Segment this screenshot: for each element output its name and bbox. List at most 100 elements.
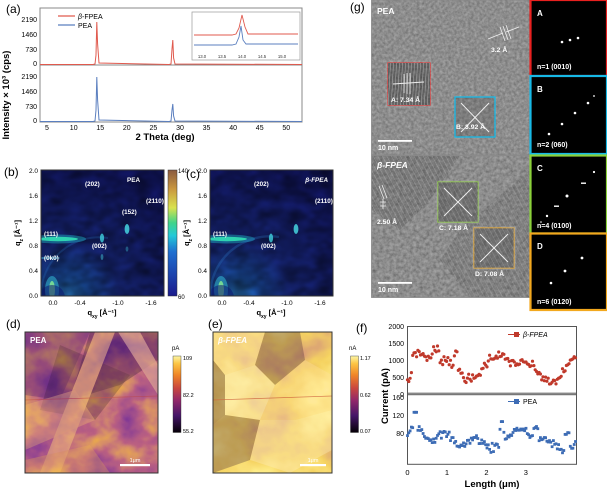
svg-text:730: 730 (25, 104, 37, 111)
svg-text:1460: 1460 (21, 89, 37, 96)
svg-text:PEA: PEA (78, 23, 92, 30)
svg-text:(g): (g) (350, 0, 365, 14)
svg-text:15.0: 15.0 (278, 54, 287, 59)
svg-text:0.4: 0.4 (198, 268, 207, 275)
svg-text:2 Theta (deg): 2 Theta (deg) (135, 132, 194, 143)
svg-text:14.0: 14.0 (238, 54, 247, 59)
svg-text:0.8: 0.8 (198, 243, 207, 250)
svg-text:2: 2 (484, 468, 488, 477)
svg-text:(e): (e) (208, 317, 223, 331)
svg-text:β-FPEA: β-FPEA (77, 14, 103, 21)
svg-text:β-FPEA: β-FPEA (304, 177, 328, 184)
svg-text:n=4 (0100): n=4 (0100) (537, 223, 571, 230)
svg-text:10 nm: 10 nm (378, 287, 398, 294)
svg-text:(a): (a) (6, 2, 21, 16)
svg-text:(002): (002) (261, 243, 276, 250)
svg-text:2190: 2190 (21, 74, 37, 81)
svg-text:B: 3.92 Å: B: 3.92 Å (456, 122, 485, 131)
svg-text:1500: 1500 (388, 341, 404, 348)
svg-text:0: 0 (33, 61, 37, 68)
svg-text:Length (μm): Length (μm) (465, 479, 520, 490)
svg-text:C: C (537, 164, 543, 173)
svg-text:PEA: PEA (377, 6, 394, 16)
svg-text:1μm: 1μm (130, 458, 141, 464)
svg-text:(111): (111) (44, 231, 58, 238)
svg-text:Current (pA): Current (pA) (380, 368, 391, 424)
svg-text:D: 7.08 Å: D: 7.08 Å (475, 269, 504, 278)
svg-text:(b): (b) (4, 165, 19, 179)
svg-text:(0k0): (0k0) (44, 255, 59, 262)
svg-text:0.8: 0.8 (29, 243, 38, 250)
svg-text:2.0: 2.0 (198, 168, 207, 175)
svg-text:25: 25 (150, 125, 158, 132)
svg-text:0.4: 0.4 (29, 268, 38, 275)
svg-text:1.2: 1.2 (198, 218, 207, 225)
svg-text:PEA: PEA (30, 336, 47, 345)
svg-text:A: A (537, 9, 543, 18)
svg-text:10 nm: 10 nm (378, 145, 398, 152)
svg-text:n=6 (0120): n=6 (0120) (537, 299, 571, 306)
svg-text:14.5: 14.5 (258, 54, 267, 59)
svg-text:3: 3 (524, 468, 528, 477)
svg-text:(2110): (2110) (315, 198, 333, 205)
svg-text:-1.6: -1.6 (145, 300, 157, 307)
svg-text:2190: 2190 (21, 17, 37, 24)
svg-text:B: B (537, 85, 543, 94)
svg-text:(2110): (2110) (146, 198, 164, 205)
svg-text:35: 35 (203, 125, 211, 132)
svg-text:13.5: 13.5 (218, 54, 227, 59)
svg-text:20: 20 (123, 125, 131, 132)
svg-text:(f): (f) (356, 321, 367, 335)
svg-text:(202): (202) (254, 181, 269, 188)
svg-text:0: 0 (405, 468, 409, 477)
svg-text:nA: nA (349, 346, 356, 352)
svg-text:A: 7.34 Å: A: 7.34 Å (391, 95, 420, 104)
svg-text:1000: 1000 (388, 358, 404, 365)
svg-text:1μm: 1μm (308, 458, 319, 464)
svg-text:β-FPEA: β-FPEA (376, 160, 408, 170)
svg-text:50: 50 (282, 125, 290, 132)
svg-text:C: 7.18 Å: C: 7.18 Å (439, 223, 468, 232)
svg-text:Intensity × 10³ (cps): Intensity × 10³ (cps) (1, 51, 12, 140)
svg-text:-1.0: -1.0 (281, 300, 293, 307)
svg-text:(d): (d) (6, 317, 21, 331)
svg-text:D: D (537, 242, 543, 251)
svg-text:160: 160 (392, 395, 404, 402)
svg-text:13.0: 13.0 (198, 54, 207, 59)
svg-text:0.0: 0.0 (48, 300, 57, 307)
svg-text:3.2 Å: 3.2 Å (491, 45, 507, 54)
svg-text:80: 80 (396, 431, 404, 438)
svg-text:β-FPEA: β-FPEA (217, 336, 247, 345)
svg-text:n=1 (0010): n=1 (0010) (537, 64, 571, 71)
svg-text:120: 120 (392, 413, 404, 420)
svg-text:15: 15 (96, 125, 104, 132)
svg-text:500: 500 (392, 375, 404, 382)
svg-text:(202): (202) (85, 181, 100, 188)
svg-text:0: 0 (33, 118, 37, 125)
svg-text:1.17: 1.17 (360, 356, 371, 362)
svg-text:(111): (111) (213, 231, 227, 238)
svg-text:β-FPEA: β-FPEA (522, 332, 548, 339)
svg-text:730: 730 (25, 47, 37, 54)
svg-text:0.0: 0.0 (29, 293, 38, 300)
svg-text:-0.4: -0.4 (74, 300, 86, 307)
svg-text:60: 60 (178, 295, 185, 301)
svg-text:PEA: PEA (127, 177, 140, 184)
svg-text:45: 45 (256, 125, 264, 132)
svg-text:1.6: 1.6 (198, 193, 207, 200)
svg-text:30: 30 (176, 125, 184, 132)
svg-text:10: 10 (70, 125, 78, 132)
svg-text:40: 40 (229, 125, 237, 132)
svg-text:55.2: 55.2 (183, 429, 194, 435)
svg-text:-1.0: -1.0 (112, 300, 124, 307)
svg-text:1: 1 (445, 468, 449, 477)
svg-text:1.2: 1.2 (29, 218, 38, 225)
svg-text:109: 109 (183, 356, 192, 362)
svg-text:n=2 (060): n=2 (060) (537, 142, 568, 149)
svg-text:0.62: 0.62 (360, 393, 371, 399)
svg-text:pA: pA (172, 346, 179, 352)
svg-text:82.2: 82.2 (183, 393, 194, 399)
svg-text:(152): (152) (122, 209, 137, 216)
svg-text:-1.6: -1.6 (314, 300, 326, 307)
svg-text:1.6: 1.6 (29, 193, 38, 200)
